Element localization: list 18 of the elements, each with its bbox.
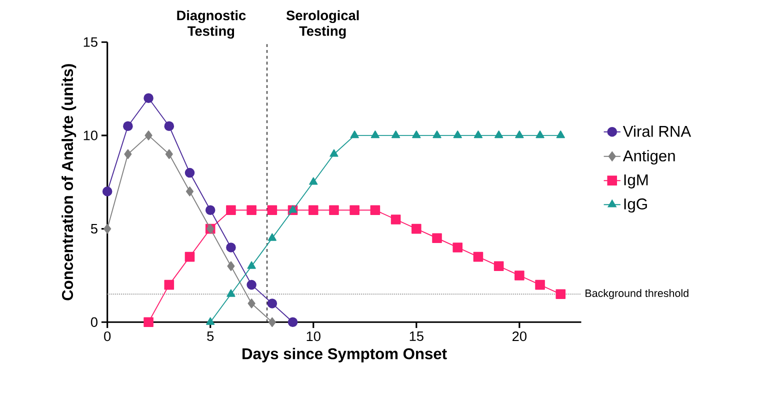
y-axis-title: Concentration of Analyte (units) <box>62 64 76 301</box>
ref-line-label: Background threshold <box>586 289 688 300</box>
x-tick-label: 0 <box>104 332 111 342</box>
x-tick-label: 10 <box>306 332 320 342</box>
x-tick-label: 15 <box>410 332 424 342</box>
x-tick-label: 20 <box>512 332 526 342</box>
text: Serological Testing <box>286 10 359 39</box>
y-tick-label: 10 <box>84 130 98 141</box>
y-tick-label: 15 <box>84 38 98 48</box>
legend-label: IgG <box>624 198 647 213</box>
text: Diagnostic Testing <box>177 10 246 39</box>
legend-label: Antigen <box>622 150 675 165</box>
legend-label: IgM <box>624 174 648 189</box>
x-tick-label: 5 <box>207 332 214 342</box>
y-tick-label: 5 <box>90 224 98 234</box>
x-axis-title: Days since Symptom Onset <box>242 348 447 363</box>
y-tick-label: 0 <box>90 318 98 328</box>
legend-label: Viral RNA <box>622 126 692 138</box>
